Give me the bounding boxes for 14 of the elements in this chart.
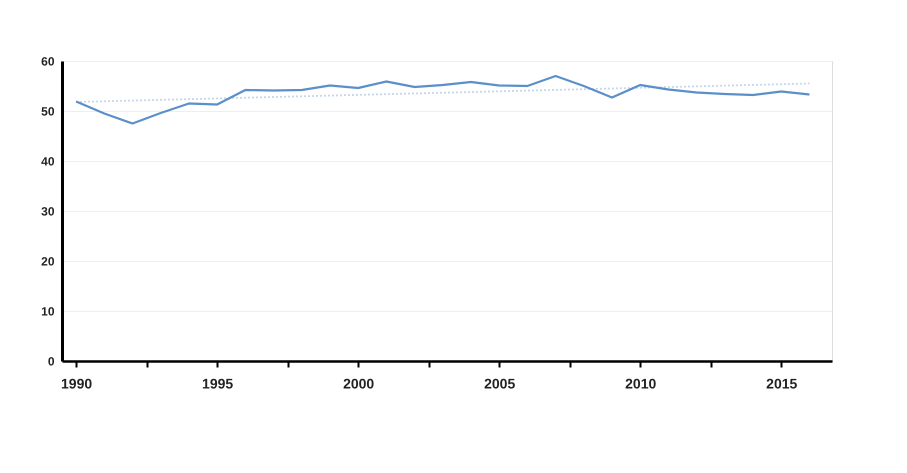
x-tick-label: 2015 — [766, 376, 798, 392]
x-tick-label: 2005 — [484, 376, 516, 392]
y-tick-label: 50 — [41, 104, 55, 118]
x-tick-label: 1995 — [202, 376, 234, 392]
y-tick-label: 40 — [41, 154, 55, 168]
y-tick-label: 30 — [41, 204, 55, 218]
line-series — [75, 74, 811, 125]
x-tick-label: 2010 — [625, 376, 656, 392]
x-tick-label: 1990 — [61, 376, 92, 392]
y-tick-label: 0 — [48, 354, 55, 368]
y-tick-label: 60 — [41, 54, 55, 68]
x-tick-label: 2000 — [343, 376, 374, 392]
y-tick-label: 20 — [41, 254, 55, 268]
y-tick-label: 10 — [41, 304, 55, 318]
